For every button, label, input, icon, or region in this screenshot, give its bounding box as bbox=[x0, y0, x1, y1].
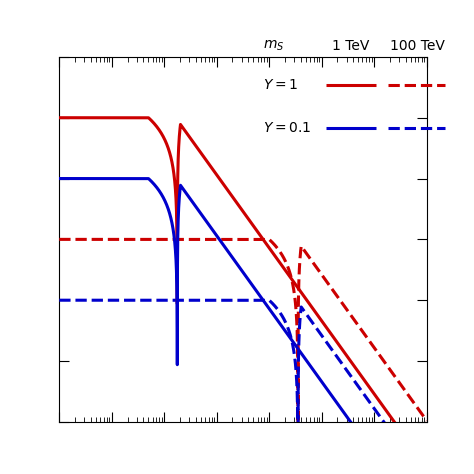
Text: $Y = 1$: $Y = 1$ bbox=[263, 78, 298, 92]
Text: $Y = 0.1$: $Y = 0.1$ bbox=[263, 121, 311, 135]
Text: 100 TeV: 100 TeV bbox=[390, 38, 445, 53]
Text: 1 TeV: 1 TeV bbox=[332, 38, 369, 53]
Text: $m_S$: $m_S$ bbox=[263, 38, 284, 53]
